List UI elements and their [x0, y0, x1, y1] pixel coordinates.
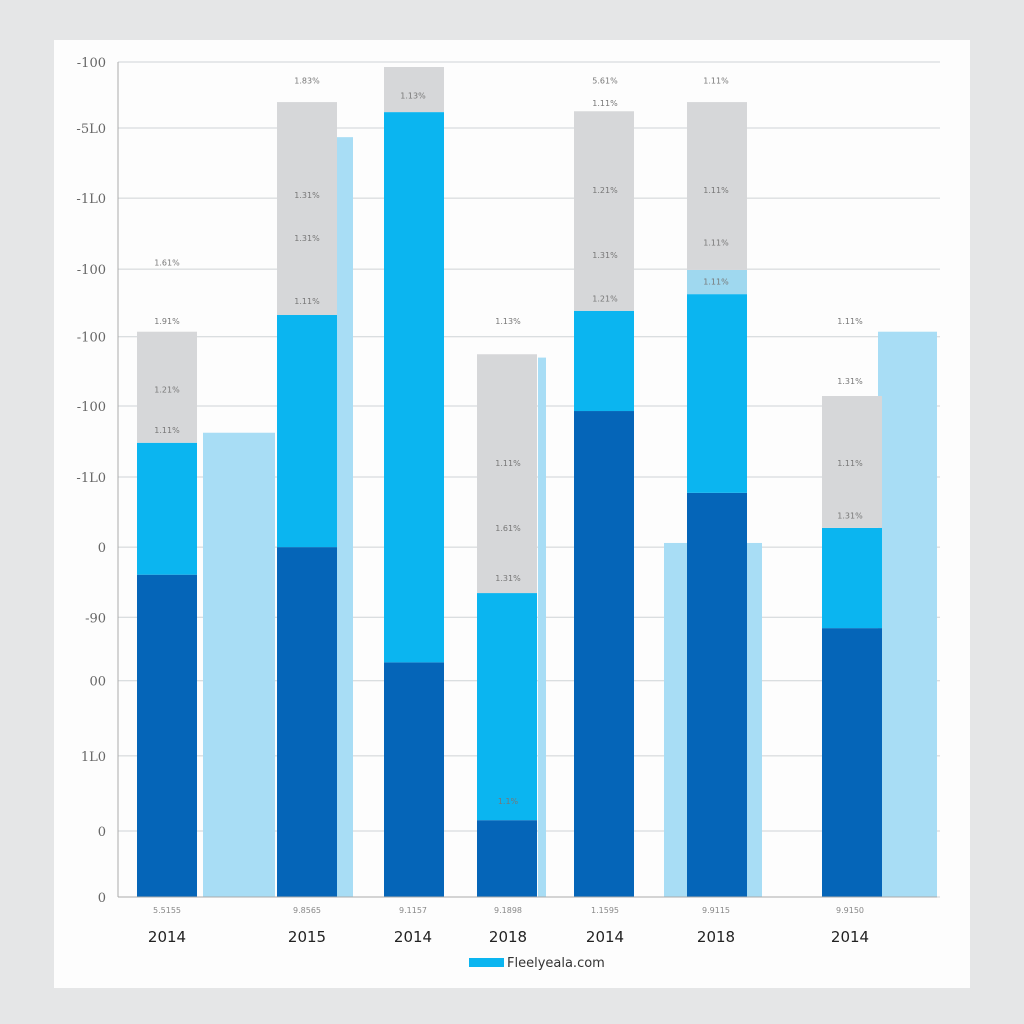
- bar-segment-gray: [137, 331, 197, 443]
- bar-segment-blue: [137, 442, 197, 575]
- y-tick-label: 0: [98, 541, 106, 556]
- legend-label: Fleelyeala.com: [507, 956, 605, 971]
- bar-segment-gray: [277, 102, 337, 316]
- data-labels: 1.61% 1.91% 1.21% 1.11% 1.83% 1.31% 1.31% 1.11%…: [154, 76, 863, 806]
- data-label: 1.61%: [495, 524, 521, 533]
- bar-segment-blue: [477, 593, 537, 821]
- bar-segment-gray: [687, 102, 747, 270]
- side-bar: [538, 357, 546, 898]
- y-tick-label: 1L0: [81, 750, 106, 765]
- y-tick-label: 0: [98, 891, 106, 906]
- x-tick-label: 2014: [586, 928, 624, 946]
- data-label: 1.21%: [154, 385, 180, 394]
- bar-segment-dark: [384, 662, 444, 897]
- y-tick-label: -100: [77, 263, 106, 278]
- data-label: 1.11%: [592, 99, 618, 108]
- x-tick-label: 2018: [697, 928, 735, 946]
- bar-segment-gray: [477, 354, 537, 594]
- data-label: 1.13%: [400, 91, 426, 100]
- x-tick-label: 2014: [148, 928, 186, 946]
- bar-segment-blue: [384, 112, 444, 663]
- y-tick-label: -1L0: [76, 471, 106, 486]
- side-bar: [878, 331, 937, 898]
- data-label: 1.11%: [495, 459, 521, 468]
- data-label: 1.91%: [154, 317, 180, 326]
- data-label: 1.11%: [703, 76, 729, 85]
- bar-segment-blue: [277, 315, 337, 548]
- y-tick-label: -5L0: [76, 122, 106, 137]
- y-tick-label: -1L0: [76, 192, 106, 207]
- data-label: 1.31%: [495, 574, 521, 583]
- bars: [137, 67, 937, 898]
- x-sublabel: 1.1595: [591, 906, 619, 915]
- x-sublabel: 9.1898: [494, 906, 522, 915]
- data-label: 5.61%: [592, 76, 618, 85]
- x-sublabel: 9.8565: [293, 906, 321, 915]
- legend: Fleelyeala.com: [469, 956, 605, 971]
- bar-segment-blue: [574, 310, 634, 412]
- y-tick-label: -90: [85, 611, 106, 626]
- data-label: 1.31%: [837, 511, 863, 520]
- y-tick-label: 0: [98, 825, 106, 840]
- bar-segment-dark: [574, 411, 634, 897]
- bar-segment-light_blue: [687, 269, 747, 295]
- y-tick-label: -100: [77, 56, 106, 71]
- data-label: 1.11%: [294, 297, 320, 306]
- x-sublabel: 9.9150: [836, 906, 864, 915]
- y-tick-label: -100: [77, 400, 106, 415]
- y-tick-label: -100: [77, 331, 106, 346]
- data-label: 1.21%: [592, 186, 618, 195]
- data-label: 1.31%: [294, 191, 320, 200]
- data-label: 1.31%: [837, 377, 863, 386]
- data-label: 1.61%: [154, 258, 180, 267]
- y-tick-label: 00: [89, 675, 106, 690]
- x-sublabel: 9.9115: [702, 906, 730, 915]
- bar-segment-dark: [277, 547, 337, 897]
- bar-segment-gray: [822, 396, 882, 528]
- data-label: 1.11%: [837, 317, 863, 326]
- x-tick-label: 2014: [394, 928, 432, 946]
- bar-segment-gray: [384, 67, 444, 113]
- bar-segment-blue: [822, 527, 882, 629]
- x-tick-label: 2018: [489, 928, 527, 946]
- data-label: 1.11%: [703, 238, 729, 247]
- side-bar: [337, 137, 353, 897]
- x-sublabel: 9.1157: [399, 906, 427, 915]
- bar-segment-blue: [687, 294, 747, 493]
- data-label: 1.83%: [294, 76, 320, 85]
- bar-segment-dark: [687, 492, 747, 897]
- data-label: 1.21%: [592, 294, 618, 303]
- data-label: 1.13%: [495, 317, 521, 326]
- data-label: 1.11%: [837, 459, 863, 468]
- data-label: 1.31%: [294, 234, 320, 243]
- x-axis: 5.5155 2014 9.8565 2015 9.1157 2014 9.1898 2018…: [148, 906, 869, 946]
- bar-segment-dark: [822, 628, 882, 897]
- data-label: 1.11%: [703, 278, 729, 287]
- bar-segment-gray: [574, 111, 634, 311]
- data-label: 1.31%: [592, 251, 618, 260]
- bar-segment-dark: [477, 820, 537, 897]
- x-tick-label: 2014: [831, 928, 869, 946]
- x-sublabel: 5.5155: [153, 906, 181, 915]
- bar-segment-dark: [137, 574, 197, 897]
- side-bar: [203, 432, 275, 897]
- data-label: 1.11%: [154, 426, 180, 435]
- x-tick-label: 2015: [288, 928, 326, 946]
- data-label: 1.11%: [703, 186, 729, 195]
- data-label: 1.1%: [498, 797, 519, 806]
- legend-swatch: [469, 958, 504, 967]
